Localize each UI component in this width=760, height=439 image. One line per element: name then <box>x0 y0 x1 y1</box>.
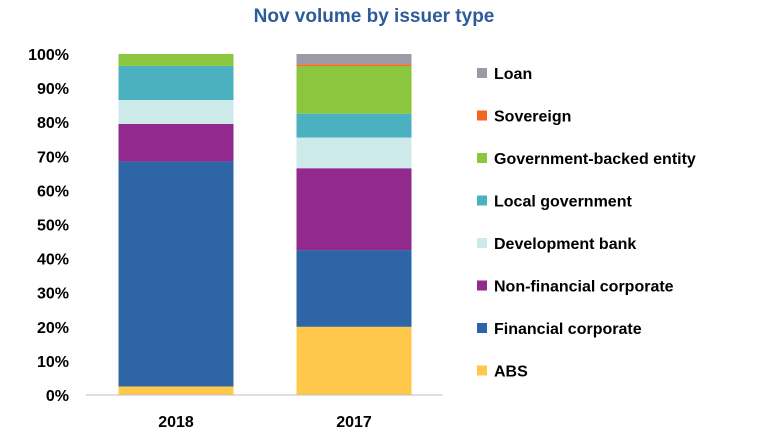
plot-area <box>118 54 412 395</box>
legend-swatch <box>477 238 487 248</box>
legend-label: Financial corporate <box>494 321 642 338</box>
x-category-label: 2018 <box>158 414 194 431</box>
y-tick-label: 70% <box>37 149 69 166</box>
legend-label: Sovereign <box>494 109 571 126</box>
bar-segment-2018-local-government <box>118 65 234 101</box>
bar-segment-2017-sovereign <box>296 64 412 66</box>
x-axis: 2018 2017 <box>158 414 372 431</box>
legend-label: ABS <box>494 364 528 381</box>
legend-swatch <box>477 68 487 78</box>
legend-label: Local government <box>494 194 632 211</box>
legend-swatch <box>477 153 487 163</box>
y-tick-label: 10% <box>37 354 69 371</box>
legend-swatch <box>477 195 487 206</box>
legend-label: Loan <box>494 66 532 83</box>
x-category-label: 2017 <box>336 414 372 431</box>
bar-segment-2018-government-backed-entity <box>118 54 234 66</box>
y-tick-label: 100% <box>28 47 69 64</box>
bar-segment-2018-abs <box>118 386 234 395</box>
legend-label: Development bank <box>494 236 636 253</box>
bar-segment-2017-financial-corporate <box>296 250 412 327</box>
bar-segment-2017-abs <box>296 326 412 395</box>
legend-swatch <box>477 365 487 376</box>
bar-segment-2017-development-bank <box>296 137 412 169</box>
y-tick-label: 20% <box>37 320 69 337</box>
y-tick-label: 0% <box>46 388 69 405</box>
bar-segment-2017-government-backed-entity <box>296 65 412 114</box>
chart-title: Nov volume by issuer type <box>254 6 495 27</box>
y-tick-label: 50% <box>37 218 69 235</box>
y-tick-label: 30% <box>37 286 69 303</box>
bar-segment-2018-development-bank <box>118 100 234 124</box>
legend: Loan Sovereign Government-backed entity Loc… <box>477 66 696 381</box>
legend-label: Government-backed entity <box>494 151 696 168</box>
y-tick-label: 90% <box>37 81 69 98</box>
bar-segment-2017-loan <box>296 54 412 65</box>
y-tick-label: 80% <box>37 115 69 132</box>
bar-segment-2018-non-financial-corporate <box>118 123 234 162</box>
legend-label: Non-financial corporate <box>494 279 674 296</box>
legend-swatch <box>477 280 487 291</box>
bar-segment-2017-local-government <box>296 113 412 138</box>
legend-swatch <box>477 323 487 333</box>
legend-swatch <box>477 110 487 121</box>
bar-segment-2018-financial-corporate <box>118 161 234 387</box>
y-tick-label: 60% <box>37 183 69 200</box>
y-axis: 0% 10% 20% 30% 40% 50% 60% 70% 80% 90% 100% <box>28 47 69 405</box>
y-tick-label: 40% <box>37 252 69 269</box>
bar-segment-2017-non-financial-corporate <box>296 168 412 251</box>
